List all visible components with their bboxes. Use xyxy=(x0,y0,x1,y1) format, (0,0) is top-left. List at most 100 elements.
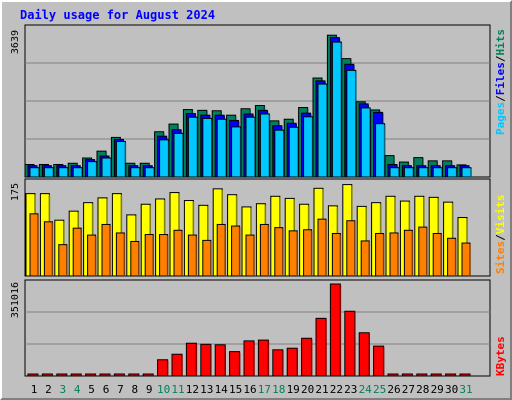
sites-bar xyxy=(58,244,68,277)
day-label: 13 xyxy=(200,383,213,396)
kbytes-bar xyxy=(142,373,154,377)
sites-bar xyxy=(403,229,413,277)
pages-bar xyxy=(303,116,314,178)
sites-bar xyxy=(389,232,399,277)
sites-bar xyxy=(43,221,53,277)
day-label: 31 xyxy=(459,383,472,396)
day-label: 6 xyxy=(103,383,110,396)
sites-bar xyxy=(101,223,111,277)
sites-bar xyxy=(231,225,241,277)
sites-bar xyxy=(159,234,169,277)
pages-bar xyxy=(245,116,256,178)
sites-bar xyxy=(317,218,327,277)
pages-bar xyxy=(288,126,299,178)
sites-bar xyxy=(72,227,82,277)
pages-bar xyxy=(432,167,443,178)
kbytes-bar xyxy=(185,342,197,377)
pages-bar xyxy=(447,167,458,178)
day-label: 22 xyxy=(330,383,343,396)
sites-bar xyxy=(187,234,197,277)
kbytes-bar xyxy=(416,373,428,377)
day-label: 21 xyxy=(315,383,328,396)
pages-bar xyxy=(360,107,371,178)
day-label: 16 xyxy=(243,383,256,396)
day-label: 11 xyxy=(171,383,184,396)
day-label: 4 xyxy=(74,383,81,396)
sites-bar xyxy=(461,242,471,277)
panel-frame xyxy=(24,279,491,377)
sites-bar xyxy=(346,220,356,277)
kbytes-max-label: 351016 xyxy=(10,282,21,318)
visits-sites-legend: Sites/Visits xyxy=(494,195,507,275)
pages-bar xyxy=(115,140,126,178)
kbytes-bar xyxy=(387,373,399,377)
legend-visits: Visits xyxy=(494,195,507,235)
legend-sep-3: / xyxy=(494,234,507,241)
sites-bar xyxy=(173,229,183,277)
pages-bar xyxy=(461,167,472,178)
day-label: 25 xyxy=(373,383,386,396)
sites-bar xyxy=(259,223,269,277)
day-label: 15 xyxy=(229,383,242,396)
pages-bar xyxy=(187,116,198,178)
hits-files-pages-max-label: 3639 xyxy=(10,30,21,54)
kbytes-bar xyxy=(358,332,370,377)
sites-bar xyxy=(274,227,284,277)
legend-files: Files xyxy=(494,62,507,95)
kbytes-bar xyxy=(459,373,471,377)
hits-files-pages-legend: Pages/Files/Hits xyxy=(494,29,507,135)
day-label: 8 xyxy=(131,383,138,396)
pages-bar xyxy=(317,83,328,178)
pages-bar xyxy=(144,167,155,178)
legend-sep-1: / xyxy=(494,95,507,102)
pages-bar xyxy=(331,41,342,178)
pages-bar xyxy=(101,157,112,178)
kbytes-bar xyxy=(329,283,341,377)
sites-bar xyxy=(87,234,97,277)
pages-bar xyxy=(274,129,285,178)
legend-pages: Pages xyxy=(494,102,507,135)
day-label: 20 xyxy=(301,383,314,396)
sites-bar xyxy=(331,232,341,277)
sites-bar xyxy=(418,226,428,277)
kbytes-bar xyxy=(401,373,413,377)
kbytes-bar xyxy=(430,373,442,377)
day-label: 29 xyxy=(431,383,444,396)
kbytes-bar xyxy=(315,317,327,377)
kbytes-bar xyxy=(229,351,241,377)
day-label: 9 xyxy=(146,383,153,396)
pages-bar xyxy=(159,139,170,178)
chart-title: Daily usage for August 2024 xyxy=(20,8,215,22)
sites-bar xyxy=(130,240,140,277)
legend-kbytes: KBytes xyxy=(494,336,507,376)
kbytes-bar xyxy=(272,349,284,377)
sites-bar xyxy=(216,223,226,277)
sites-bar xyxy=(144,234,154,277)
legend-sites: Sites xyxy=(494,241,507,274)
day-label: 2 xyxy=(45,383,52,396)
sites-bar xyxy=(115,232,125,277)
kbytes-bar xyxy=(301,337,313,377)
day-label: 23 xyxy=(344,383,357,396)
kbytes-bar xyxy=(200,343,212,377)
visits-sites-panel xyxy=(24,178,491,277)
day-label: 14 xyxy=(215,383,229,396)
pages-bar xyxy=(389,167,400,178)
kbytes-bar xyxy=(171,353,183,377)
sites-bar xyxy=(303,229,313,277)
day-label: 3 xyxy=(59,383,66,396)
kbytes-bar xyxy=(27,373,39,377)
day-labels: 1 2 3 4 5 6 7 8 9 10 11 12 13 14 15 16 17 18 19 20 21 22 23 24 2… xyxy=(31,383,473,396)
pages-bar xyxy=(58,167,69,178)
pages-bar xyxy=(130,167,141,178)
sites-bar xyxy=(375,232,385,277)
kbytes-bar xyxy=(85,373,97,377)
day-label: 17 xyxy=(258,383,271,396)
kbytes-bar xyxy=(257,339,269,377)
kbytes-bar xyxy=(128,373,140,377)
visits-sites-max-label: 175 xyxy=(10,183,21,201)
sites-bar xyxy=(432,232,442,277)
sites-bar xyxy=(202,239,212,277)
day-label: 24 xyxy=(359,383,373,396)
